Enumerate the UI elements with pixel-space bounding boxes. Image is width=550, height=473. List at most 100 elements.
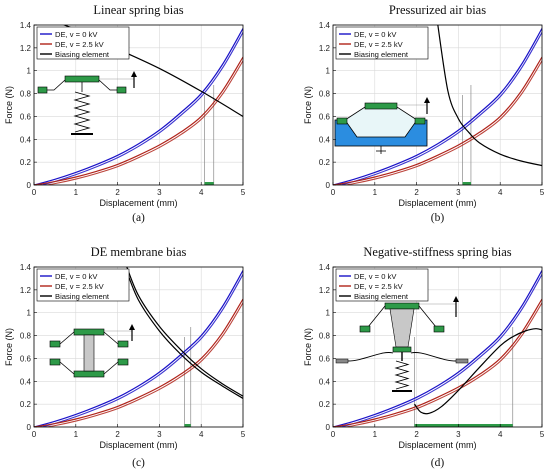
x-tick-label: 3 <box>456 188 461 197</box>
y-tick-label: 1.2 <box>319 286 331 295</box>
series-line-1-return <box>39 31 243 185</box>
x-tick-label: 1 <box>373 430 378 439</box>
legend-box <box>36 26 130 60</box>
series-line-3 <box>414 328 542 415</box>
legend-label: DE, v = 0 kV <box>354 30 397 39</box>
x-tick-label: 4 <box>199 188 204 197</box>
chart-title: DE membrane bias <box>91 245 187 259</box>
series-line-1 <box>34 28 243 185</box>
y-tick-label: 0.6 <box>20 354 32 363</box>
x-tick-label: 2 <box>414 430 419 439</box>
x-tick-label: 4 <box>498 430 503 439</box>
x-tick-label: 2 <box>414 188 419 197</box>
y-axis-label: Force (N) <box>303 86 313 124</box>
legend-label: DE, v = 2.5 kV <box>55 282 105 291</box>
actuator-top-frame <box>364 102 398 110</box>
legend-box <box>335 268 429 302</box>
up-arrow-head <box>453 296 459 302</box>
x-tick-label: 4 <box>498 188 503 197</box>
series-line-2 <box>34 298 243 427</box>
legend-label: DE, v = 0 kV <box>354 272 397 281</box>
actuator-bottom-frame <box>392 346 412 353</box>
buckled-beam-left <box>347 352 394 362</box>
actuator-bottom-frame <box>73 370 105 378</box>
coil-spring <box>394 360 410 390</box>
y-tick-label: 0.4 <box>20 135 32 144</box>
chart-title: Negative-stiffness spring bias <box>363 245 511 259</box>
ticks: 0 1 2 3 4 5 0 0.2 0.4 0.6 0.8 1 1.2 1.4 <box>20 21 246 197</box>
legend-label: DE, v = 2.5 kV <box>55 40 105 49</box>
chart-panel-a: 0 1 2 3 4 5 0 0.2 0.4 0.6 0.8 1 1.2 1.4 Linear spring … <box>4 3 246 224</box>
legend-label: Biasing element <box>55 292 110 301</box>
axes-frame <box>332 266 543 428</box>
x-tick-label: 0 <box>32 188 37 197</box>
x-tick-label: 1 <box>74 430 79 439</box>
left-ground-block <box>335 358 349 364</box>
y-tick-label: 1 <box>27 309 32 318</box>
actuator-right-frame <box>116 86 127 94</box>
series-line-1-return <box>338 273 542 427</box>
y-tick-label: 0.2 <box>319 400 331 409</box>
axes-frame <box>33 266 244 428</box>
legend-label: DE, v = 0 kV <box>55 30 98 39</box>
spacer-column <box>83 334 95 372</box>
y-tick-label: 1 <box>326 67 331 76</box>
chart-panel-d: 0 1 2 3 4 5 0 0.2 0.4 0.6 0.8 1 1.2 1.4 Negative-stiff… <box>303 245 545 469</box>
y-tick-label: 0.2 <box>319 158 331 167</box>
x-tick-label: 1 <box>74 188 79 197</box>
series-line-2-return <box>342 59 542 185</box>
legend-label: Biasing element <box>354 50 409 59</box>
y-tick-label: 1.2 <box>20 286 32 295</box>
x-tick-label: 1 <box>373 188 378 197</box>
x-tick-label: 5 <box>241 188 246 197</box>
up-arrow-head <box>129 324 135 330</box>
left-frame-upper <box>49 340 61 348</box>
series-line-2-return <box>43 59 243 185</box>
right-ground-block <box>455 358 469 364</box>
series-line-4 <box>125 269 243 399</box>
biasing-mechanism-sketch <box>37 71 137 135</box>
series-line-2-return <box>43 301 243 427</box>
y-tick-label: 1.2 <box>319 44 331 53</box>
membrane-left <box>367 305 386 328</box>
ticks: 0 1 2 3 4 5 0 0.2 0.4 0.6 0.8 1 1.2 1.4 <box>319 263 545 439</box>
series-line-1-return <box>39 273 243 427</box>
series-line-2 <box>333 56 542 185</box>
series-group <box>333 25 542 185</box>
actuator-left-frame <box>359 325 371 333</box>
y-tick-label: 1 <box>326 309 331 318</box>
y-axis-label: Force (N) <box>4 86 14 124</box>
series-line-2 <box>333 298 542 427</box>
x-tick-label: 5 <box>241 430 246 439</box>
x-tick-label: 5 <box>540 188 545 197</box>
ticks: 0 1 2 3 4 5 0 0.2 0.4 0.6 0.8 1 1.2 1.4 <box>20 263 246 439</box>
series-line-3 <box>437 25 542 167</box>
y-tick-label: 1.2 <box>20 44 32 53</box>
y-axis-label: Force (N) <box>303 328 313 366</box>
actuator-top-frame <box>73 328 105 336</box>
chart-title: Pressurized air bias <box>389 3 486 17</box>
legend-label: Biasing element <box>354 292 409 301</box>
membrane-right <box>418 305 437 328</box>
series-group <box>333 270 542 427</box>
y-tick-label: 1.4 <box>20 263 32 272</box>
y-tick-label: 0.6 <box>319 112 331 121</box>
y-tick-label: 1 <box>27 67 32 76</box>
x-tick-label: 4 <box>199 430 204 439</box>
legend-label: DE, v = 2.5 kV <box>354 282 404 291</box>
actuator-right-frame <box>414 117 426 125</box>
chart-title: Linear spring bias <box>93 3 183 17</box>
actuator-top-frame <box>64 75 100 83</box>
buckled-beam-right <box>410 352 457 362</box>
y-tick-label: 0 <box>27 181 32 190</box>
y-tick-label: 0.8 <box>20 332 32 341</box>
y-tick-label: 0.2 <box>20 158 32 167</box>
actuator-left-frame <box>37 86 48 94</box>
membrane-upper-left <box>59 331 75 345</box>
ticks: 0 1 2 3 4 5 0 0.2 0.4 0.6 0.8 1 1.2 1.4 <box>319 21 545 197</box>
x-tick-label: 5 <box>540 430 545 439</box>
